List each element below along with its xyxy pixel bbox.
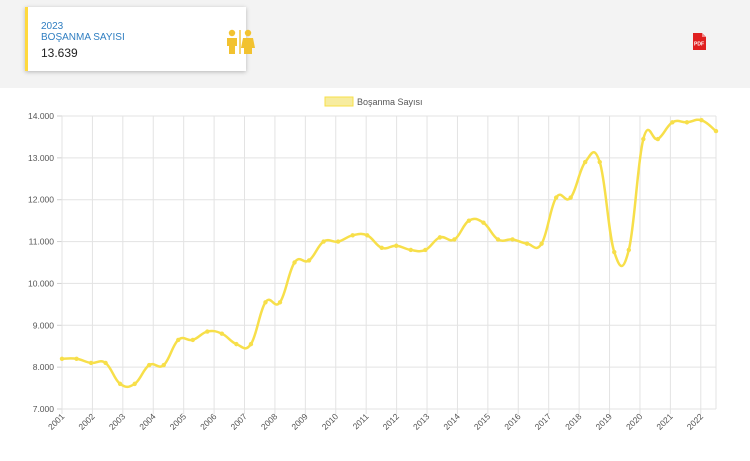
people-icon: [227, 29, 255, 54]
data-point[interactable]: [684, 120, 690, 125]
data-point[interactable]: [205, 329, 210, 334]
x-tick-label: 2022: [685, 411, 706, 432]
data-point[interactable]: [670, 120, 675, 125]
data-point[interactable]: [74, 356, 79, 361]
series-layer: [59, 117, 719, 389]
x-tick-label: 2005: [168, 411, 189, 432]
data-point[interactable]: [713, 128, 719, 134]
x-tick-label: 2016: [502, 411, 523, 432]
x-tick-label: 2004: [137, 411, 158, 432]
data-point[interactable]: [365, 233, 370, 238]
data-point[interactable]: [234, 341, 239, 347]
x-tick-label: 2009: [289, 411, 310, 432]
data-point[interactable]: [321, 239, 326, 244]
x-tick-label: 2017: [533, 411, 554, 432]
legend-swatch: [324, 96, 354, 107]
x-tick-label: 2010: [320, 411, 341, 432]
x-tick-label: 2019: [593, 411, 614, 432]
summary-card: 2023 BOŞANMA SAYISI 13.639: [25, 7, 255, 71]
y-tick-label: 12.000: [28, 195, 54, 205]
data-point[interactable]: [655, 136, 661, 142]
x-tick-label: 2008: [259, 411, 280, 432]
data-point[interactable]: [394, 243, 399, 248]
data-point[interactable]: [161, 362, 166, 368]
data-point[interactable]: [88, 360, 94, 366]
data-point[interactable]: [495, 237, 501, 242]
chart-panel: Boşanma Sayısı 7.000 8.000 9.000 10.000 11.0…: [0, 88, 750, 456]
data-point[interactable]: [219, 331, 225, 336]
x-tick-label: 2021: [654, 411, 675, 432]
y-tick-label: 7.000: [33, 404, 55, 414]
data-point[interactable]: [699, 117, 704, 123]
pdf-label: PDF: [694, 42, 704, 48]
x-tick-label: 2007: [228, 411, 249, 432]
data-point[interactable]: [176, 337, 181, 343]
x-tick-label: 2014: [441, 411, 462, 432]
data-point[interactable]: [466, 218, 472, 223]
y-tick-label: 10.000: [28, 278, 54, 288]
data-point[interactable]: [335, 239, 341, 244]
y-tick-label: 11.000: [29, 237, 55, 247]
x-tick-label: 2002: [76, 411, 97, 432]
line-chart: Boşanma Sayısı 7.000 8.000 9.000 10.000 11.0…: [28, 96, 719, 432]
x-tick-label: 2020: [624, 411, 645, 432]
x-tick-label: 2018: [563, 411, 584, 432]
card-value: 13.639: [41, 46, 78, 60]
data-point[interactable]: [481, 220, 486, 225]
x-tick-label: 2001: [46, 411, 67, 432]
summary-strip: 2023 BOŞANMA SAYISI 13.639 PDF: [0, 0, 750, 88]
legend-label: Boşanma Sayısı: [357, 97, 423, 107]
card-year: 2023: [41, 21, 64, 32]
data-point[interactable]: [306, 258, 312, 263]
data-point[interactable]: [147, 362, 152, 368]
x-tick-label: 2003: [107, 411, 128, 432]
data-point[interactable]: [423, 247, 428, 253]
data-point[interactable]: [539, 241, 544, 246]
data-point[interactable]: [132, 381, 137, 387]
legend[interactable]: Boşanma Sayısı: [324, 96, 423, 107]
data-point[interactable]: [641, 136, 646, 142]
data-point[interactable]: [568, 195, 573, 200]
x-tick-label: 2013: [411, 411, 432, 432]
data-point[interactable]: [379, 245, 384, 251]
y-tick-label: 14.000: [28, 111, 54, 121]
data-point[interactable]: [553, 195, 559, 200]
data-point[interactable]: [103, 360, 108, 366]
data-point[interactable]: [597, 159, 602, 165]
data-point[interactable]: [350, 233, 355, 238]
y-tick-label: 9.000: [33, 320, 55, 330]
card-label: BOŞANMA SAYISI: [41, 32, 125, 43]
x-tick-label: 2015: [472, 411, 493, 432]
grid: [57, 115, 717, 414]
series-line: [61, 118, 717, 389]
data-point[interactable]: [524, 241, 530, 246]
data-point[interactable]: [117, 381, 123, 387]
y-tick-label: 13.000: [28, 153, 54, 163]
data-point[interactable]: [277, 300, 283, 305]
data-point[interactable]: [626, 247, 631, 253]
x-tick-label: 2012: [381, 411, 402, 432]
data-point[interactable]: [437, 235, 443, 240]
data-point[interactable]: [452, 237, 457, 242]
data-point[interactable]: [292, 260, 297, 265]
x-axis-ticks: 2001 2002 2003 2004 2005 2006 2007 2008 2009 2010…: [46, 411, 705, 432]
data-point[interactable]: [408, 247, 413, 253]
data-point[interactable]: [583, 159, 588, 165]
y-axis-ticks: 7.000 8.000 9.000 10.000 11.000 12.000 13.000 1…: [28, 111, 54, 414]
y-tick-label: 8.000: [33, 362, 55, 372]
x-tick-label: 2011: [351, 411, 371, 431]
data-point[interactable]: [59, 356, 65, 361]
data-point[interactable]: [190, 337, 195, 343]
data-point[interactable]: [248, 341, 254, 347]
pdf-icon[interactable]: PDF: [692, 33, 706, 50]
x-tick-label: 2006: [198, 411, 219, 432]
data-point[interactable]: [263, 300, 268, 305]
data-point[interactable]: [612, 249, 617, 255]
data-point[interactable]: [510, 237, 515, 242]
